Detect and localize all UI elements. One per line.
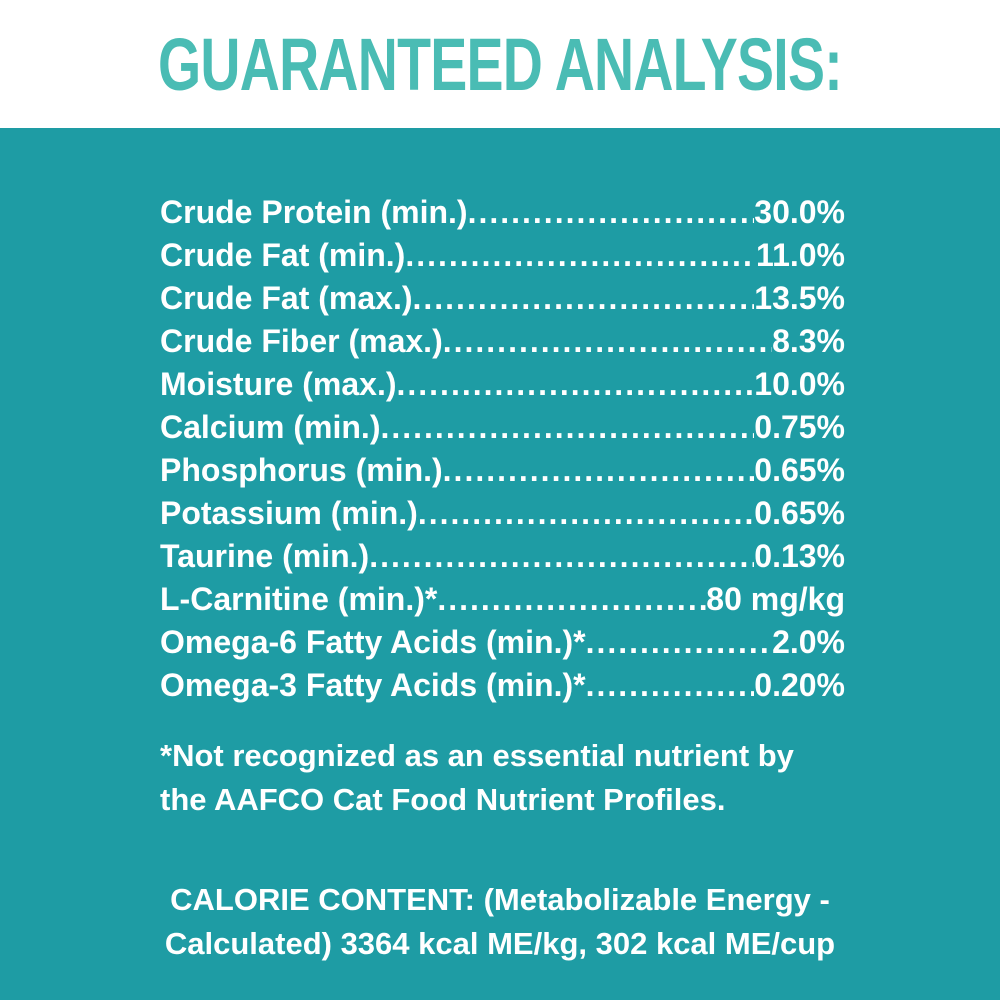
nutrient-label: Omega-3 Fatty Acids (min.)* — [160, 667, 586, 703]
dot-leader — [586, 667, 755, 704]
nutrient-label: Crude Protein (min.) — [160, 194, 468, 230]
analysis-row: Calcium (min.) 0.75% — [160, 409, 845, 452]
analysis-row: Phosphorus (min.) 0.65% — [160, 452, 845, 495]
nutrient-value: 8.3% — [772, 323, 845, 359]
dot-leader — [369, 538, 754, 575]
nutrient-label: Crude Fat (min.) — [160, 237, 406, 273]
dot-leader — [418, 495, 754, 532]
analysis-row: Crude Fat (min.) 11.0% — [160, 237, 845, 280]
analysis-row: Taurine (min.) 0.13% — [160, 538, 845, 581]
analysis-row: Potassium (min.) 0.65% — [160, 495, 845, 538]
analysis-row: Omega-3 Fatty Acids (min.)* 0.20% — [160, 667, 845, 710]
nutrient-value: 2.0% — [772, 624, 845, 660]
nutrient-value: 11.0% — [756, 237, 845, 273]
nutrient-label: Calcium (min.) — [160, 409, 381, 445]
dot-leader — [586, 624, 773, 661]
nutrient-value: 0.75% — [754, 409, 845, 445]
header-band: GUARANTEED ANALYSIS: — [0, 0, 1000, 128]
page-title: GUARANTEED ANALYSIS: — [158, 22, 843, 106]
dot-leader — [437, 581, 706, 618]
nutrient-value: 0.65% — [754, 495, 845, 531]
nutrient-value: 13.5% — [754, 280, 845, 316]
footnote-line-2: the AAFCO Cat Food Nutrient Profiles. — [160, 782, 726, 817]
guaranteed-analysis-panel: Crude Protein (min.) 30.0% Crude Fat (mi… — [0, 128, 1000, 1000]
analysis-row: Omega-6 Fatty Acids (min.)* 2.0% — [160, 624, 845, 667]
analysis-table: Crude Protein (min.) 30.0% Crude Fat (mi… — [0, 194, 1000, 710]
analysis-row: Crude Fiber (max.) 8.3% — [160, 323, 845, 366]
calorie-content: CALORIE CONTENT: (Metabolizable Energy -… — [60, 878, 940, 966]
nutrient-label: Taurine (min.) — [160, 538, 370, 574]
dot-leader — [443, 452, 755, 489]
footnote: *Not recognized as an essential nutrient… — [160, 734, 880, 822]
dot-leader — [380, 409, 754, 446]
analysis-row: Moisture (max.) 10.0% — [160, 366, 845, 409]
nutrient-value: 30.0% — [754, 194, 845, 230]
calorie-line-1: CALORIE CONTENT: (Metabolizable Energy - — [170, 882, 830, 917]
nutrient-label: Crude Fat (max.) — [160, 280, 413, 316]
nutrient-value: 0.13% — [754, 538, 845, 574]
nutrient-value: 0.20% — [754, 667, 845, 703]
analysis-row: L-Carnitine (min.)* 80 mg/kg — [160, 581, 845, 624]
nutrient-value: 0.65% — [754, 452, 845, 488]
nutrient-label: Moisture (max.) — [160, 366, 397, 402]
dot-leader — [443, 323, 772, 360]
nutrient-label: Phosphorus (min.) — [160, 452, 443, 488]
nutrient-value: 80 mg/kg — [706, 581, 845, 617]
analysis-row: Crude Fat (max.) 13.5% — [160, 280, 845, 323]
calorie-line-2: Calculated) 3364 kcal ME/kg, 302 kcal ME… — [164, 926, 836, 961]
nutrient-value: 10.0% — [754, 366, 845, 402]
dot-leader — [396, 366, 754, 403]
nutrient-label: Potassium (min.) — [160, 495, 418, 531]
footnote-line-1: *Not recognized as an essential nutrient… — [160, 738, 794, 773]
dot-leader — [412, 280, 754, 317]
dot-leader — [468, 194, 755, 231]
dot-leader — [405, 237, 756, 274]
nutrient-label: L-Carnitine (min.)* — [160, 581, 438, 617]
nutrient-label: Omega-6 Fatty Acids (min.)* — [160, 624, 586, 660]
nutrient-label: Crude Fiber (max.) — [160, 323, 443, 359]
analysis-row: Crude Protein (min.) 30.0% — [160, 194, 845, 237]
